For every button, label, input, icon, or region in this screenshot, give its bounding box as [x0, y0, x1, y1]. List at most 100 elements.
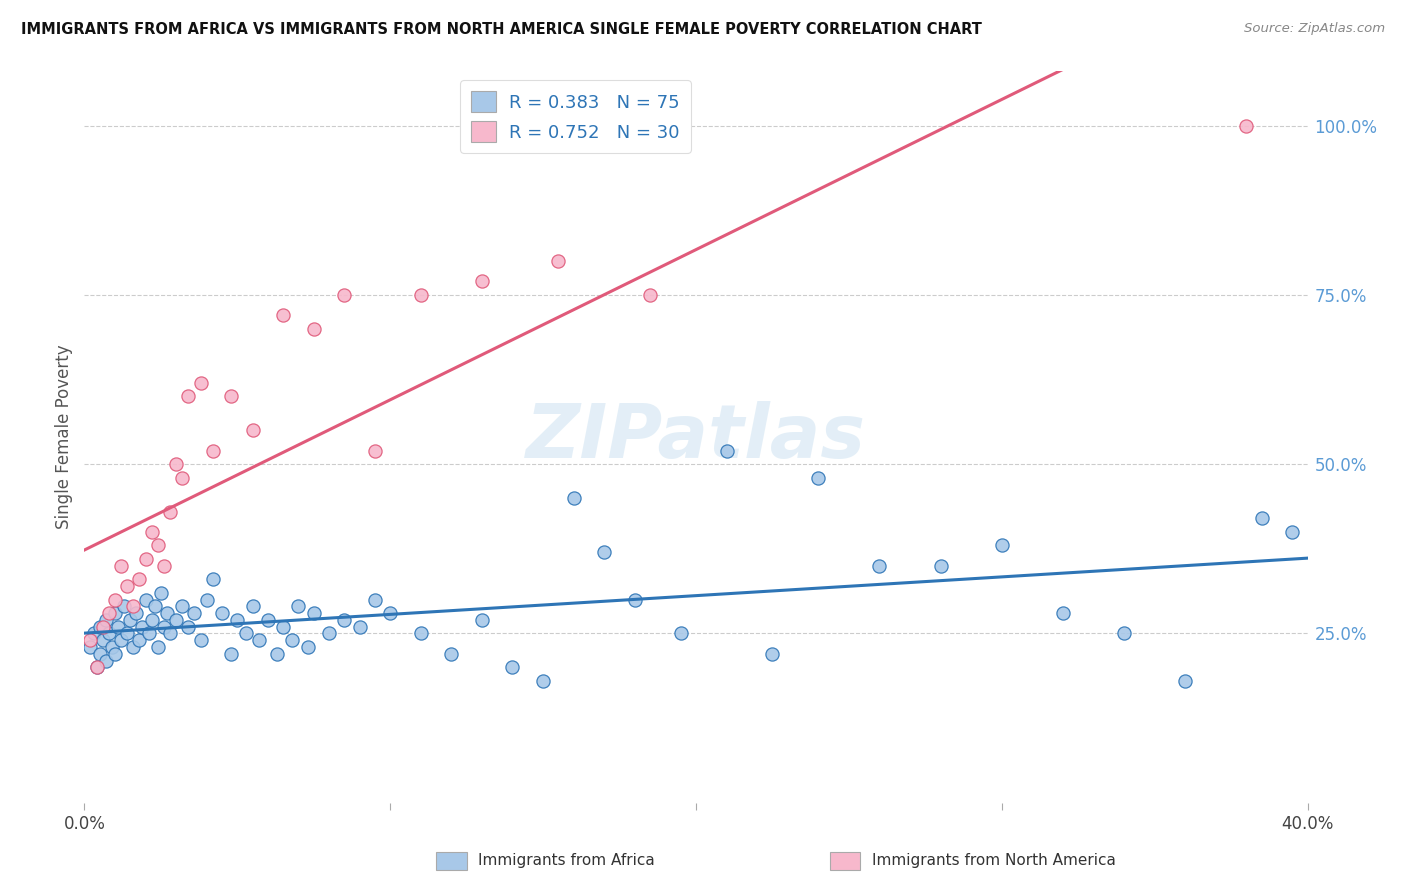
- Point: [1114, 626, 1136, 640]
- Point: [287, 599, 309, 614]
- Point: [89, 647, 111, 661]
- Point: [226, 613, 249, 627]
- Point: [177, 389, 200, 403]
- Point: [131, 620, 153, 634]
- Point: [83, 626, 105, 640]
- Point: [91, 620, 114, 634]
- Point: [172, 599, 194, 614]
- Point: [638, 288, 661, 302]
- Point: [716, 443, 738, 458]
- Text: Immigrants from Africa: Immigrants from Africa: [478, 854, 655, 868]
- Point: [177, 620, 200, 634]
- Point: [235, 626, 257, 640]
- Point: [624, 592, 647, 607]
- Y-axis label: Single Female Poverty: Single Female Poverty: [55, 345, 73, 529]
- Point: [138, 626, 160, 640]
- Point: [104, 647, 127, 661]
- Point: [86, 660, 108, 674]
- Point: [1236, 119, 1258, 133]
- Point: [266, 647, 288, 661]
- Point: [380, 606, 402, 620]
- Point: [333, 288, 356, 302]
- Text: IMMIGRANTS FROM AFRICA VS IMMIGRANTS FROM NORTH AMERICA SINGLE FEMALE POVERTY CO: IMMIGRANTS FROM AFRICA VS IMMIGRANTS FRO…: [21, 22, 981, 37]
- Point: [257, 613, 280, 627]
- Point: [219, 647, 242, 661]
- Point: [219, 389, 242, 403]
- Point: [146, 538, 169, 552]
- Point: [128, 633, 150, 648]
- Point: [807, 471, 830, 485]
- Point: [929, 558, 952, 573]
- Point: [91, 633, 114, 648]
- Point: [135, 592, 157, 607]
- Point: [593, 545, 616, 559]
- Point: [159, 505, 181, 519]
- Point: [281, 633, 304, 648]
- Point: [562, 491, 585, 505]
- Point: [146, 640, 169, 654]
- Point: [471, 274, 494, 288]
- Point: [190, 376, 212, 390]
- Point: [409, 288, 432, 302]
- Point: [190, 633, 212, 648]
- Point: [1052, 606, 1074, 620]
- Point: [247, 633, 270, 648]
- Point: [242, 423, 264, 437]
- Point: [120, 613, 142, 627]
- Point: [89, 620, 111, 634]
- Point: [364, 443, 387, 458]
- Point: [97, 626, 120, 640]
- Point: [135, 552, 157, 566]
- Point: [94, 613, 117, 627]
- Point: [104, 606, 127, 620]
- Point: [349, 620, 371, 634]
- Point: [302, 606, 325, 620]
- Point: [153, 620, 176, 634]
- Point: [502, 660, 524, 674]
- Point: [761, 647, 783, 661]
- Point: [128, 572, 150, 586]
- Point: [1250, 511, 1272, 525]
- Point: [471, 613, 494, 627]
- Text: ZIPatlas: ZIPatlas: [526, 401, 866, 474]
- Point: [165, 613, 187, 627]
- Point: [409, 626, 432, 640]
- Point: [79, 640, 101, 654]
- Point: [115, 626, 138, 640]
- Point: [669, 626, 692, 640]
- Point: [159, 626, 181, 640]
- Legend: R = 0.383   N = 75, R = 0.752   N = 30: R = 0.383 N = 75, R = 0.752 N = 30: [460, 80, 690, 153]
- Point: [531, 673, 554, 688]
- Point: [94, 654, 117, 668]
- Point: [201, 443, 224, 458]
- Point: [104, 592, 127, 607]
- Point: [364, 592, 387, 607]
- Point: [101, 640, 124, 654]
- Point: [869, 558, 891, 573]
- Point: [302, 322, 325, 336]
- Point: [1174, 673, 1197, 688]
- Point: [110, 558, 132, 573]
- Point: [440, 647, 463, 661]
- Point: [125, 606, 148, 620]
- Text: Immigrants from North America: Immigrants from North America: [872, 854, 1115, 868]
- Point: [172, 471, 194, 485]
- Point: [297, 640, 319, 654]
- Point: [107, 620, 129, 634]
- Point: [143, 599, 166, 614]
- Point: [333, 613, 356, 627]
- Point: [242, 599, 264, 614]
- Point: [122, 640, 145, 654]
- Point: [547, 254, 569, 268]
- Point: [201, 572, 224, 586]
- Point: [156, 606, 179, 620]
- Point: [195, 592, 218, 607]
- Point: [165, 457, 187, 471]
- Point: [122, 599, 145, 614]
- Point: [1281, 524, 1303, 539]
- Point: [141, 613, 163, 627]
- Point: [79, 633, 101, 648]
- Point: [115, 579, 138, 593]
- Point: [153, 558, 176, 573]
- Point: [183, 606, 205, 620]
